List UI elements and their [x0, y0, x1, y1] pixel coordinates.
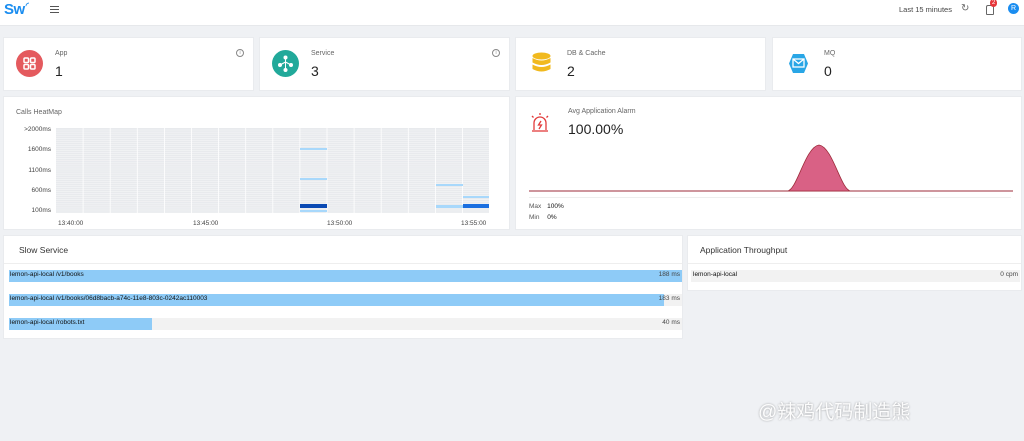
- alarm-area: [786, 144, 852, 192]
- stat-label: Service: [311, 50, 335, 57]
- heatmap-x-label: 13:50:00: [327, 220, 353, 227]
- watermark: @辣鸡代码制造熊: [758, 402, 911, 423]
- menu-icon[interactable]: [50, 5, 59, 14]
- section-divider: [4, 263, 682, 264]
- alarm-max-value: 100%: [547, 203, 564, 210]
- stat-label: DB & Cache: [567, 50, 606, 57]
- slow-service-name: lemon-api-local /robots.txt: [10, 319, 85, 326]
- alarm-min-value: 0%: [547, 214, 557, 221]
- throughput-row[interactable]: lemon-api-local 0 cpm: [691, 270, 1020, 282]
- alarm-max-label: Max: [529, 203, 542, 210]
- throughput-title: Application Throughput: [700, 245, 788, 255]
- info-icon[interactable]: i: [492, 49, 500, 57]
- heatmap-cell: [300, 210, 327, 212]
- heatmap-y-label: 1100ms: [28, 167, 51, 174]
- heatmap-cell: [463, 204, 489, 208]
- slow-service-bar: [9, 294, 664, 306]
- calls-heatmap-card: Calls HeatMap >2000ms 1600ms 1100ms 600m…: [3, 96, 510, 230]
- heatmap-cell: [300, 178, 327, 180]
- slow-service-bar: [9, 270, 682, 282]
- slow-service-card: Slow Service lemon-api-local /v1/books 1…: [3, 235, 683, 339]
- slow-service-value: 183 ms: [658, 295, 680, 302]
- alarm-divider: [529, 197, 1011, 198]
- slow-service-name: lemon-api-local /v1/books: [10, 271, 84, 278]
- alarm-min-label: Min: [529, 214, 540, 221]
- heatmap-cell: [463, 196, 489, 198]
- alarm-area-chart: [529, 144, 1013, 192]
- alarm-title: Avg Application Alarm: [568, 108, 636, 115]
- heatmap-grid: [56, 128, 489, 213]
- skywalking-logo[interactable]: Sw◜: [4, 1, 29, 18]
- heatmap-y-label: 100ms: [31, 207, 51, 214]
- top-bar: Sw◜ Last 15 minutes ↻ 2 R: [0, 0, 1024, 26]
- avg-application-alarm-card: Avg Application Alarm 100.00% Max 100% M…: [515, 96, 1022, 230]
- logo-text: Sw: [4, 1, 25, 18]
- slow-service-bar: [9, 318, 153, 330]
- stat-card-app: App 1 i: [3, 37, 254, 91]
- slow-service-value: 40 ms: [662, 319, 680, 326]
- mq-icon: [785, 50, 812, 77]
- slow-service-row[interactable]: lemon-api-local /robots.txt 40 ms: [9, 318, 682, 330]
- alarm-min-row: Min 0%: [529, 214, 557, 221]
- alarm-max-row: Max 100%: [529, 203, 564, 210]
- reload-icon[interactable]: ↻: [961, 3, 970, 14]
- heatmap-title: Calls HeatMap: [16, 109, 62, 116]
- stat-label: MQ: [824, 50, 836, 57]
- database-icon: [528, 50, 555, 77]
- stat-card-service: Service 3 i: [259, 37, 510, 91]
- stat-label: App: [55, 50, 68, 57]
- alarm-count-badge: 2: [990, 0, 998, 7]
- heatmap-y-label: >2000ms: [24, 126, 51, 133]
- app-icon: [16, 50, 43, 77]
- throughput-value: 0 cpm: [1000, 271, 1018, 278]
- service-icon: [272, 50, 299, 77]
- stat-card-db-cache: DB & Cache 2: [515, 37, 766, 91]
- heatmap-cell: [300, 148, 327, 150]
- logo-mark: ◜: [25, 1, 29, 10]
- stat-value: 1: [55, 63, 63, 79]
- alarm-percentage: 100.00%: [568, 121, 624, 137]
- heatmap-cell: [300, 204, 327, 208]
- slow-service-row[interactable]: lemon-api-local /v1/books/06d8bacb-a74c-…: [9, 294, 682, 306]
- throughput-app-name: lemon-api-local: [693, 271, 738, 278]
- heatmap-cell: [436, 184, 463, 186]
- stat-value: 2: [567, 63, 575, 79]
- stat-card-mq: MQ 0: [772, 37, 1022, 91]
- alarm-icon: [529, 112, 551, 139]
- slow-service-value: 188 ms: [658, 271, 680, 278]
- slow-service-name: lemon-api-local /v1/books/06d8bacb-a74c-…: [10, 295, 208, 302]
- heatmap-x-label: 13:40:00: [58, 220, 84, 227]
- slow-service-row[interactable]: lemon-api-local /v1/books 188 ms: [9, 270, 682, 282]
- time-range-selector[interactable]: Last 15 minutes: [899, 5, 952, 14]
- application-throughput-card: Application Throughput lemon-api-local 0…: [687, 235, 1022, 291]
- heatmap-x-label: 13:55:00: [461, 220, 487, 227]
- stat-value: 0: [824, 63, 832, 79]
- slow-service-title: Slow Service: [19, 245, 69, 255]
- info-icon[interactable]: i: [236, 49, 244, 57]
- heatmap-y-label: 600ms: [31, 187, 51, 194]
- section-divider: [688, 263, 1021, 264]
- heatmap-x-label: 13:45:00: [193, 220, 219, 227]
- heatmap-cell: [436, 205, 463, 208]
- stat-value: 3: [311, 63, 319, 79]
- heatmap-y-label: 1600ms: [27, 146, 51, 153]
- user-avatar[interactable]: R: [1008, 3, 1019, 14]
